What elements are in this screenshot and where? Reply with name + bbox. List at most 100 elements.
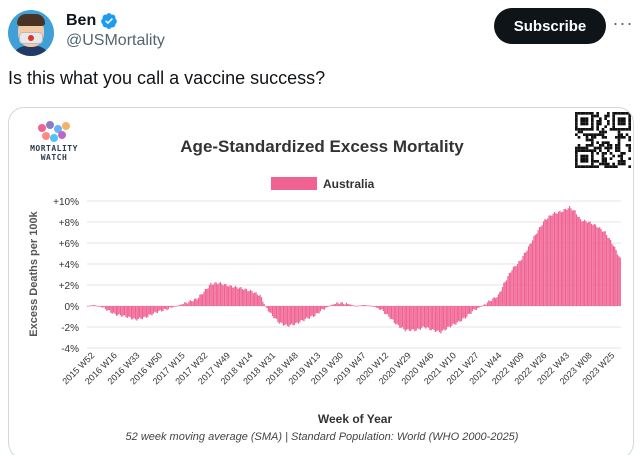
qr-module [577, 165, 581, 168]
qr-module [585, 120, 589, 123]
bar [151, 306, 153, 316]
bar [612, 245, 615, 306]
qr-module [585, 112, 589, 115]
bar [518, 261, 520, 306]
qr-module [596, 114, 599, 118]
qr-module [588, 149, 591, 152]
bar [373, 306, 375, 307]
qr-module [575, 162, 578, 166]
bar [464, 306, 467, 319]
bar [400, 306, 402, 328]
bar [247, 291, 249, 306]
bar [475, 306, 478, 310]
y-tick-label: +6% [59, 239, 79, 250]
qr-module [617, 141, 621, 144]
bar [555, 213, 557, 306]
bar [169, 306, 171, 307]
bar [596, 227, 598, 306]
qr-module [617, 149, 621, 152]
bar [484, 304, 486, 306]
qr-module [596, 141, 599, 144]
user-handle[interactable]: @USMortality [66, 32, 165, 49]
bar [448, 306, 450, 327]
qr-module [577, 146, 581, 150]
bar [403, 306, 405, 330]
qr-module [628, 146, 631, 150]
bar [344, 304, 346, 306]
bar [197, 297, 200, 306]
qr-module [583, 117, 586, 120]
qr-module [577, 130, 581, 134]
more-options-icon[interactable]: ··· [612, 13, 634, 33]
qr-module [599, 120, 602, 123]
bar [397, 306, 400, 326]
bar [444, 306, 446, 331]
bar [584, 219, 586, 306]
bar [401, 306, 404, 328]
qr-module [585, 154, 589, 158]
bar [411, 306, 413, 330]
bar [219, 282, 222, 306]
logo-text-line1: MORTALITY [30, 144, 78, 153]
bar [228, 286, 230, 306]
qr-module [580, 165, 583, 168]
bar [337, 303, 339, 306]
bar [412, 306, 415, 330]
bar [284, 306, 286, 326]
qr-module [604, 152, 607, 155]
bar [234, 285, 237, 306]
bar [317, 306, 319, 313]
qr-module [612, 125, 615, 128]
bar [447, 306, 449, 327]
bar [529, 243, 531, 306]
bar [564, 208, 567, 306]
avatar[interactable] [8, 10, 54, 56]
qr-module [596, 122, 599, 126]
bar [493, 297, 495, 306]
subscribe-button[interactable]: Subscribe [494, 8, 606, 44]
qr-module [580, 154, 583, 158]
bar [551, 215, 553, 306]
chart-title: Age-Standardized Excess Mortality [180, 137, 464, 156]
qr-module [617, 154, 621, 158]
qr-module [628, 125, 631, 128]
bar [600, 229, 602, 306]
bar [249, 289, 252, 306]
bar [615, 250, 617, 306]
bar [415, 306, 417, 331]
bar [318, 306, 320, 314]
bar [514, 265, 516, 306]
bar [469, 306, 471, 314]
bar [186, 303, 189, 306]
qr-module [596, 125, 599, 128]
bar [214, 282, 216, 306]
qr-module [596, 128, 599, 131]
qr-module [623, 112, 626, 115]
display-name[interactable]: Ben [66, 12, 97, 29]
qr-module [591, 125, 594, 128]
qr-module [617, 160, 621, 163]
bar [527, 246, 530, 306]
qr-module [575, 122, 578, 126]
y-tick-label: -4% [61, 344, 79, 355]
qr-module [601, 154, 605, 158]
y-tick-label: +2% [59, 281, 79, 292]
chart-image-card[interactable]: MORTALITY WATCH Age-Standardized Excess … [8, 107, 634, 455]
bar [321, 306, 323, 309]
bar [132, 306, 134, 320]
qr-module [583, 149, 586, 152]
bar [532, 240, 534, 306]
qr-module [583, 154, 586, 158]
bar [200, 294, 202, 306]
bar [523, 252, 526, 306]
qr-module [580, 146, 583, 150]
bar [333, 304, 335, 306]
qr-module [575, 160, 578, 163]
bar [592, 225, 594, 306]
bar [429, 306, 431, 331]
verified-badge-icon [101, 13, 118, 29]
post-text: Is this what you call a vaccine success? [8, 68, 326, 88]
qr-module [583, 120, 586, 123]
y-tick-labels: +10% +8% +6% +4% +2% 0% -2% -4% [53, 197, 79, 355]
qr-module [607, 165, 610, 168]
